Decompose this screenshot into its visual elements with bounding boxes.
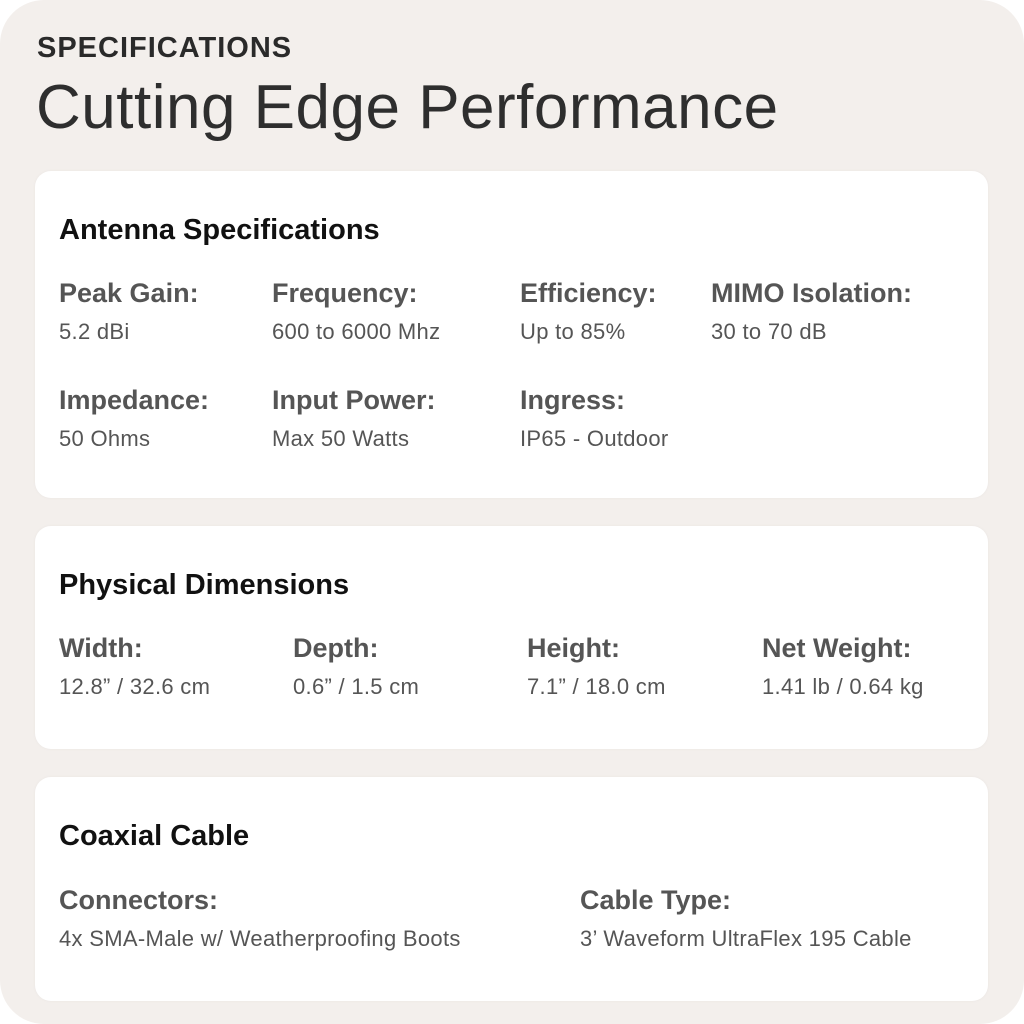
spec-label: Net Weight: <box>762 633 912 663</box>
spec-depth: Depth: 0.6” / 1.5 cm <box>293 633 419 700</box>
spec-height: Height: 7.1” / 18.0 cm <box>527 633 666 700</box>
spec-value: 12.8” / 32.6 cm <box>59 674 211 699</box>
spec-connectors: Connectors: 4x SMA-Male w/ Weatherproofin… <box>59 885 461 952</box>
spec-cable-type: Cable Type: 3’ Waveform UltraFlex 195 Cab… <box>580 885 912 952</box>
spec-frequency: Frequency: 600 to 6000 Mhz <box>272 278 440 345</box>
spec-label: Width: <box>59 633 143 663</box>
spec-value: 4x SMA-Male w/ Weatherproofing Boots <box>59 926 461 951</box>
spec-label: Frequency: <box>272 278 418 308</box>
spec-value: 1.41 lb / 0.64 kg <box>762 674 924 699</box>
spec-value: 30 to 70 dB <box>711 319 827 344</box>
page-title: Cutting Edge Performance <box>36 73 779 142</box>
spec-value: 5.2 dBi <box>59 319 130 344</box>
card-title: Physical Dimensions <box>59 569 350 601</box>
spec-label: Efficiency: <box>520 278 657 308</box>
spec-impedance: Impedance: 50 Ohms <box>59 385 209 452</box>
spec-value: 600 to 6000 Mhz <box>272 319 441 344</box>
spec-label: Height: <box>527 633 620 663</box>
spec-value: 0.6” / 1.5 cm <box>293 674 420 699</box>
spec-label: Connectors: <box>59 885 219 915</box>
spec-efficiency: Efficiency: Up to 85% <box>520 278 657 345</box>
spec-mimo-isolation: MIMO Isolation: 30 to 70 dB <box>711 278 912 345</box>
spec-value: 50 Ohms <box>59 426 151 451</box>
spec-value: 3’ Waveform UltraFlex 195 Cable <box>580 926 912 951</box>
spec-label: Peak Gain: <box>59 278 199 308</box>
card-title: Coaxial Cable <box>59 820 250 852</box>
spec-label: Cable Type: <box>580 885 732 915</box>
section-eyebrow: SPECIFICATIONS <box>37 32 293 64</box>
spec-peak-gain: Peak Gain: 5.2 dBi <box>59 278 199 345</box>
card-title: Antenna Specifications <box>59 214 380 246</box>
physical-dimensions-card: Physical Dimensions Width: 12.8” / 32.6 c… <box>35 526 988 749</box>
spec-ingress: Ingress: IP65 - Outdoor <box>520 385 669 452</box>
spec-width: Width: 12.8” / 32.6 cm <box>59 633 210 700</box>
antenna-specifications-card: Antenna Specifications Peak Gain: 5.2 dBi… <box>35 171 988 498</box>
spec-label: Impedance: <box>59 385 210 415</box>
spec-label: Depth: <box>293 633 379 663</box>
spec-input-power: Input Power: Max 50 Watts <box>272 385 436 452</box>
spec-label: Ingress: <box>520 385 626 415</box>
spec-value: Max 50 Watts <box>272 426 410 451</box>
spec-label: Input Power: <box>272 385 436 415</box>
spec-value: 7.1” / 18.0 cm <box>527 674 666 699</box>
spec-value: Up to 85% <box>520 319 626 344</box>
spec-net-weight: Net Weight: 1.41 lb / 0.64 kg <box>762 633 924 700</box>
coaxial-cable-card: Coaxial Cable Connectors: 4x SMA-Male w/ … <box>35 777 988 1001</box>
spec-value: IP65 - Outdoor <box>520 426 669 451</box>
spec-label: MIMO Isolation: <box>711 278 912 308</box>
